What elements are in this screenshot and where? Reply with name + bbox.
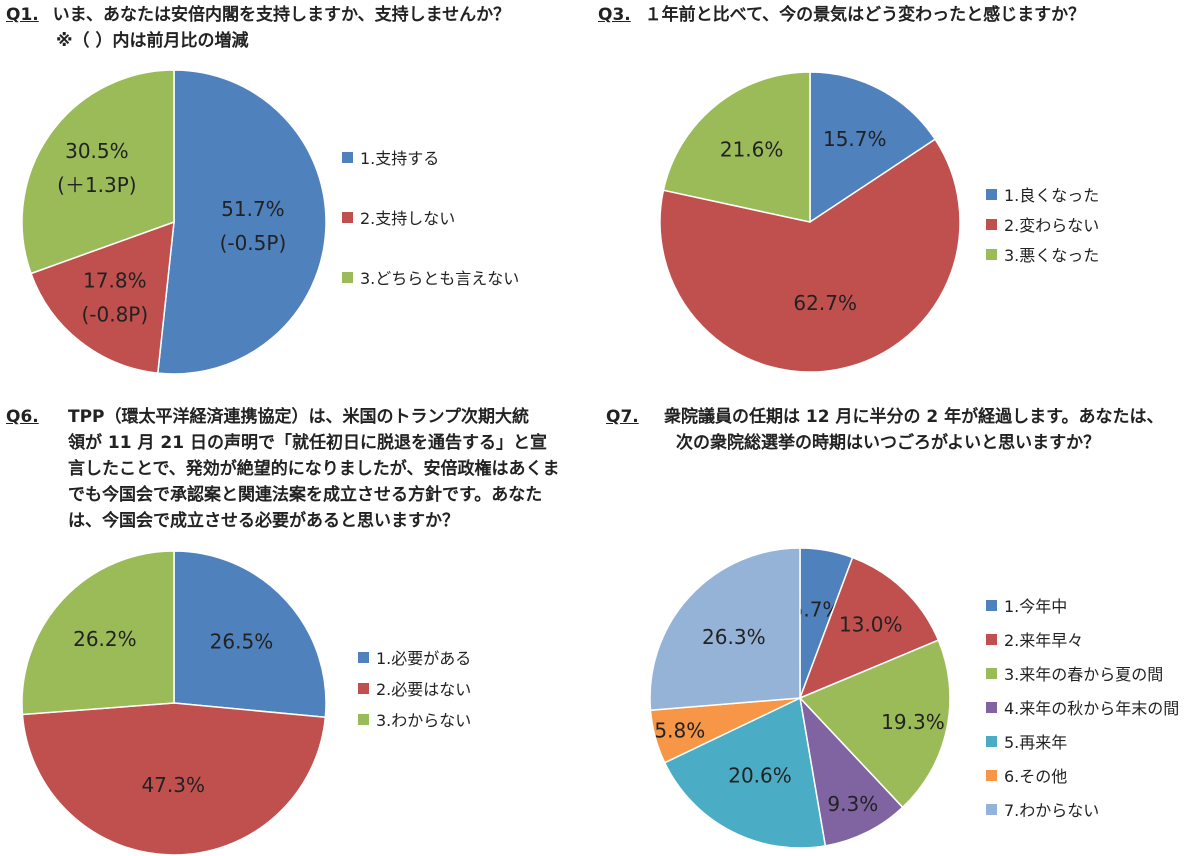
chart4-legend-label-2: 2.来年早々 [1004,631,1083,650]
q7-number: Q7. [606,407,639,427]
chart4-legend-label-1: 1.今年中 [1004,597,1067,616]
q6-line: でも今国会で承認案と関連法案を成立させる方針です。あなた [68,485,543,505]
chart3-legend-swatch-3 [358,714,369,725]
chart3-legend-label-2: 2.必要はない [376,680,471,699]
q6-line: は、今国会で成立させる必要があると思いますか？ [68,511,459,531]
chart2-legend-label-3: 3.悪くなった [1004,246,1099,265]
q1-number: Q1. [6,5,39,25]
chart4-legend-label-5: 5.再来年 [1004,733,1067,752]
q6-line: TPP（環太平洋経済連携協定）は、米国のトランプ次期大統 [68,407,530,427]
chart1-slice-2 [30,220,175,374]
q1-header: Q1. いま、あなたは安倍内閣を支持しますか、支持しませんか？ ※（ ）内は前月… [6,2,510,54]
chart4-slice-label-6: 5.8% [654,718,705,742]
chart1-slice-change-1: (-0.5P) [220,231,287,255]
chart1-slice-label-1: 51.7% [221,197,285,221]
chart3-slice-1 [173,550,327,719]
chart1-legend-swatch-2 [342,212,353,223]
chart3-slice-label-2: 47.3% [141,773,205,797]
chart3-legend-swatch-1 [358,652,369,663]
chart2-legend-swatch-2 [986,219,997,230]
q7-header: Q7. 衆院議員の任期は 12 月に半分の 2 年が経過します。あなたは、 次の… [606,404,1196,456]
q6-line: 領が 11 月 21 日の声明で「就任初日に脱退を通告する」と宣 [68,433,547,453]
chart2-slice-label-3: 21.6% [720,138,784,162]
chart4-slice-5 [663,696,827,849]
q3-header: Q3. １年前と比べて、今の景気はどう変わったと感じますか？ [598,2,1085,28]
q7-question-text: 衆院議員の任期は 12 月に半分の 2 年が経過します。あなたは、 次の衆院総選… [664,404,1196,456]
chart3-legend-swatch-2 [358,683,369,694]
chart4-slice-label-3: 19.3% [881,710,945,734]
chart4-legend-swatch-6 [986,770,997,781]
chart2-legend-label-1: 1.良くなった [1004,186,1099,205]
chart4-legend-swatch-1 [986,600,997,611]
q3-number: Q3. [598,5,631,25]
chart3-slice-3 [21,550,175,716]
chart4-legend-label-7: 7.わからない [1004,801,1099,820]
q7-line: 衆院議員の任期は 12 月に半分の 2 年が経過します。あなたは、 [664,407,1164,427]
q6-number: Q6. [6,407,39,427]
chart2-slice-2 [659,138,961,373]
q1-note: ※（ ）内は前月比の増減 [56,31,249,51]
chart4-slice-7 [649,547,801,712]
chart4-slice-label-5: 20.6% [728,763,792,787]
chart2-legend-swatch-1 [986,189,997,200]
chart2-slice-1 [809,71,937,224]
chart4-legend-swatch-4 [986,702,997,713]
q6-header: Q6. TPP（環太平洋経済連携協定）は、米国のトランプ次期大統 領が 11 月… [6,404,596,534]
chart2-slice-label-2: 62.7% [793,291,857,315]
chart1-slice-change-2: (-0.8P) [81,302,148,326]
chart1-legend-label-2: 2.支持しない [360,209,455,228]
chart4-legend-swatch-2 [986,634,997,645]
chart1-legend-label-1: 1.支持する [360,149,439,168]
chart3-slice-2 [21,702,327,856]
q7-line: 次の衆院総選挙の時期はいつごろがよいと思いますか？ [676,433,1101,453]
chart1-slice-label-3: 30.5% [65,139,129,163]
q6-line: 言したことで、発効が絶望的になりましたが、安倍政権はあくま [68,459,560,479]
chart3-slice-label-3: 26.2% [73,627,137,651]
q1-question-text: いま、あなたは安倍内閣を支持しますか、支持しませんか？ [52,5,511,25]
chart4-slice-label-4: 9.3% [827,792,878,816]
chart3-legend-label-3: 3.わからない [376,711,471,730]
chart4-slice-3 [798,639,951,809]
chart4-legend-swatch-5 [986,736,997,747]
chart4-legend-label-4: 4.来年の秋から年末の間 [1004,699,1179,718]
chart4-slice-label-7: 26.3% [702,625,766,649]
q6-question-text: TPP（環太平洋経済連携協定）は、米国のトランプ次期大統 領が 11 月 21 … [68,404,596,534]
chart4-slice-2 [798,556,940,700]
chart4-legend-label-3: 3.来年の春から夏の間 [1004,665,1163,684]
chart2-slice-label-1: 15.7% [823,127,887,151]
chart2-slice-3 [662,71,811,223]
chart1-slice-label-2: 17.8% [83,268,147,292]
chart3-legend-label-1: 1.必要がある [376,649,471,668]
q3-question-text: １年前と比べて、今の景気はどう変わったと感じますか？ [644,5,1086,25]
chart4-slice-label-2: 13.0% [839,613,903,637]
chart4-legend-swatch-7 [986,804,997,815]
chart1-legend-swatch-3 [342,272,353,283]
chart1-legend-swatch-1 [342,152,353,163]
chart4-legend-swatch-3 [986,668,997,679]
chart4-slice-4 [798,695,904,847]
chart2-legend-swatch-3 [986,249,997,260]
chart1-slice-3 [21,69,175,275]
chart2-legend-label-2: 2.変わらない [1004,216,1099,235]
chart1-legend-label-3: 3.どちらとも言えない [360,269,519,288]
chart1-slice-change-3: (＋1.3P) [57,173,136,197]
chart4-legend-label-6: 6.その他 [1004,767,1067,786]
chart1-slice-1 [156,69,327,375]
chart3-slice-label-1: 26.5% [210,630,274,654]
